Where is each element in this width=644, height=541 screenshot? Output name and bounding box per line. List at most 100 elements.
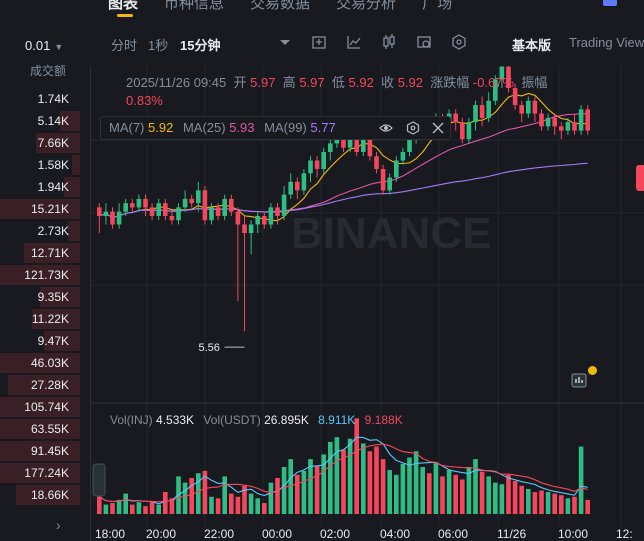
order-book-row[interactable]: 1.94K: [0, 176, 80, 198]
order-book-row[interactable]: 91.45K: [0, 440, 80, 462]
watermark: BINANCE: [291, 209, 491, 258]
candle-body: [202, 190, 208, 221]
candle-body: [532, 100, 538, 114]
order-book-row[interactable]: 11.22K: [0, 308, 80, 330]
candle-body: [394, 160, 399, 178]
low-annotation: 5.56: [199, 342, 220, 354]
open-value: 5.97: [250, 75, 276, 90]
volume-bar: [196, 473, 201, 514]
volume-bar: [374, 446, 379, 514]
basic-view-button[interactable]: 基本版: [512, 38, 552, 53]
settings-icon[interactable]: [451, 34, 467, 50]
order-book-row[interactable]: 12.71K: [0, 242, 80, 264]
order-book-row[interactable]: 177.24K: [0, 462, 80, 484]
volume-bar: [367, 451, 373, 514]
volume-bar: [288, 459, 293, 514]
volume-bar: [572, 496, 577, 514]
volume-bar: [380, 459, 386, 514]
order-book-row[interactable]: 5.14K: [0, 110, 80, 132]
volume-bar: [526, 488, 531, 514]
order-book-row[interactable]: 121.73K: [0, 264, 80, 286]
timeframe-1s[interactable]: 1秒: [148, 38, 169, 53]
volume-bar: [103, 504, 109, 514]
candle-body: [255, 215, 260, 225]
candle-body: [545, 117, 551, 127]
tab-0[interactable]: 图表: [108, 0, 139, 12]
volume-bar: [473, 459, 478, 514]
line-chart-icon[interactable]: [346, 34, 362, 50]
tab-3[interactable]: 交易分析: [336, 0, 397, 12]
candle-body: [314, 160, 320, 170]
order-book-row[interactable]: 15.21K: [0, 198, 80, 220]
vol-ma-a-value: 8.911K: [318, 413, 356, 427]
volume-bar: [413, 451, 419, 514]
close-icon[interactable]: [431, 121, 445, 135]
volume-bar: [229, 493, 234, 514]
time-axis-label: 06:00: [438, 527, 469, 541]
depth-bar: [24, 243, 80, 263]
eye-icon[interactable]: [379, 121, 393, 135]
order-book-row[interactable]: 2.73K: [0, 220, 80, 242]
candle-body: [295, 181, 300, 191]
volume-bar: [275, 477, 280, 514]
volume-bar: [460, 479, 465, 514]
indicator-template-icon[interactable]: [311, 34, 327, 50]
kline-chart[interactable]: BINANCE6.085.56: [90, 66, 644, 541]
chevron-down-icon: ▼: [54, 42, 64, 52]
turnover-value: 91.45K: [30, 444, 69, 458]
volume-bar: [565, 498, 571, 514]
depth-bar: [0, 463, 80, 483]
order-book-row[interactable]: 1.74K: [0, 88, 80, 110]
ai-assistant-icon[interactable]: [603, 0, 617, 6]
volume-bar: [242, 485, 247, 514]
candle-body: [143, 198, 148, 208]
tradingview-button[interactable]: Trading View: [569, 35, 644, 50]
volume-bar: [559, 495, 564, 514]
replay-icon[interactable]: [416, 34, 432, 50]
candle-body: [526, 100, 531, 114]
depth-bar: [8, 375, 80, 395]
price-marker: [636, 165, 644, 191]
candle-type-icon[interactable]: [381, 34, 397, 50]
chevron-right-icon[interactable]: ›: [56, 517, 61, 533]
order-book-row[interactable]: 7.66K: [0, 132, 80, 154]
candle-datetime: 2025/11/26 09:45: [126, 75, 227, 90]
order-book-row[interactable]: 9.35K: [0, 286, 80, 308]
volume-bar: [354, 418, 359, 514]
candle-body: [407, 134, 412, 152]
depth-bar: [36, 133, 80, 153]
volume-bar: [552, 493, 557, 514]
volume-bar: [341, 449, 346, 514]
tab-4[interactable]: 广场: [422, 0, 453, 12]
order-book-row[interactable]: 18.66K: [0, 484, 80, 506]
candle-body: [367, 139, 373, 157]
order-book-row[interactable]: 27.28K: [0, 374, 80, 396]
timeframe-15m[interactable]: 15分钟: [180, 38, 221, 53]
order-book-row[interactable]: 1.58K: [0, 154, 80, 176]
turnover-value: 5.14K: [37, 114, 69, 128]
time-axis-label: 02:00: [320, 527, 351, 541]
tab-1[interactable]: 币种信息: [164, 0, 225, 12]
order-book-row[interactable]: 46.03K: [0, 352, 80, 374]
chevron-down-icon[interactable]: [277, 34, 293, 50]
turnover-value: 9.47K: [37, 334, 69, 348]
volume-bar: [189, 477, 194, 514]
precision-selector[interactable]: 0.01 ▼: [25, 38, 63, 53]
chart-canvas[interactable]: BINANCE6.085.56: [91, 66, 644, 541]
order-book-row[interactable]: 105.74K: [0, 396, 80, 418]
order-book-row[interactable]: 63.55K: [0, 418, 80, 440]
change-label: 涨跌幅: [430, 75, 470, 90]
volume-bar: [446, 470, 452, 514]
settings-icon[interactable]: [406, 121, 420, 135]
ohlc-info: 2025/11/26 09:45 开 5.97 高 5.97 低 5.92 收 …: [126, 74, 606, 110]
candle-body: [347, 134, 353, 148]
ma99-label: MA(99): [264, 120, 307, 135]
depth-bar: [0, 265, 80, 285]
candle-body: [552, 117, 557, 127]
order-book-row[interactable]: 9.47K: [0, 330, 80, 352]
volume-bar: [506, 474, 511, 514]
chart-toggle-icon[interactable]: [571, 371, 589, 389]
timeframe-time[interactable]: 分时: [111, 38, 138, 53]
tab-2[interactable]: 交易数据: [250, 0, 311, 12]
depth-bar: [64, 177, 80, 197]
